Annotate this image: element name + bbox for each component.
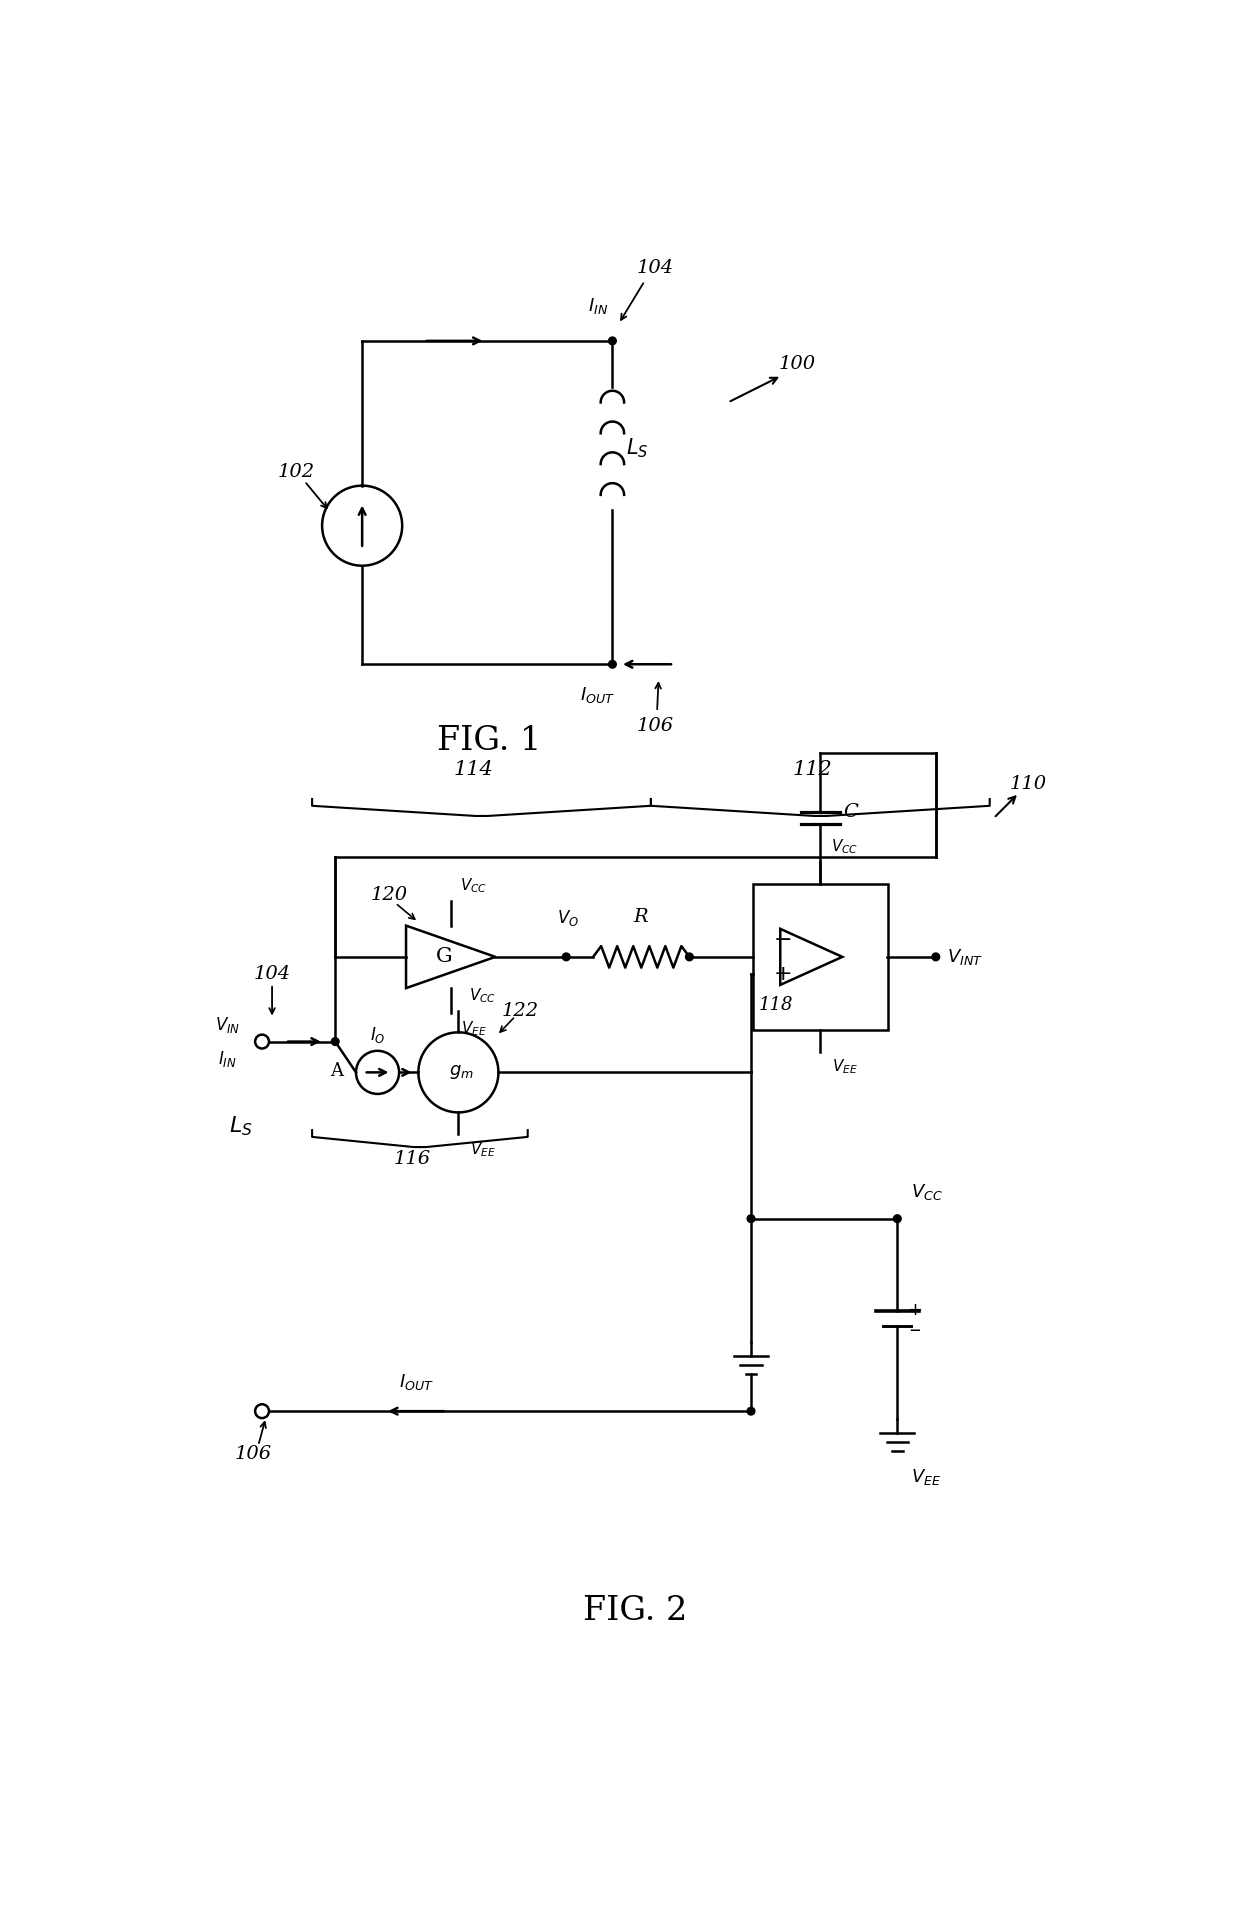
Text: $V_{EE}$: $V_{EE}$ [461, 1019, 487, 1038]
Text: A: A [330, 1061, 343, 1081]
Circle shape [609, 337, 616, 344]
Text: 114: 114 [454, 760, 494, 779]
Circle shape [748, 1408, 755, 1415]
Text: $I_{IN}$: $I_{IN}$ [218, 1048, 237, 1069]
Circle shape [331, 1038, 339, 1046]
Text: $V_{CC}$: $V_{CC}$ [470, 986, 497, 1004]
Circle shape [609, 660, 616, 667]
Circle shape [686, 954, 693, 962]
Text: $L_S$: $L_S$ [626, 437, 649, 460]
Text: 122: 122 [501, 1002, 538, 1019]
Text: 106: 106 [636, 717, 673, 735]
Text: $V_{EE}$: $V_{EE}$ [911, 1467, 941, 1486]
Text: 102: 102 [278, 463, 315, 481]
Text: $V_{IN}$: $V_{IN}$ [215, 1015, 241, 1035]
Text: $V_{CC}$: $V_{CC}$ [460, 877, 487, 894]
Circle shape [894, 1215, 900, 1221]
Text: $V_{CC}$: $V_{CC}$ [831, 837, 858, 856]
Text: $L_S$: $L_S$ [229, 1115, 253, 1138]
Circle shape [748, 1215, 755, 1223]
Circle shape [894, 1215, 901, 1223]
Text: +: + [774, 963, 792, 985]
Text: $V_{EE}$: $V_{EE}$ [832, 1058, 858, 1077]
Text: +: + [906, 1300, 921, 1319]
Text: −: − [909, 1323, 920, 1340]
Text: FIG. 1: FIG. 1 [436, 725, 542, 758]
Text: $I_{OUT}$: $I_{OUT}$ [579, 685, 615, 706]
Text: R: R [634, 908, 649, 927]
Text: $V_{INT}$: $V_{INT}$ [947, 946, 983, 967]
Text: 120: 120 [371, 887, 408, 904]
Text: −: − [774, 931, 792, 950]
Text: C: C [843, 804, 858, 821]
Text: G: G [436, 948, 453, 967]
Circle shape [563, 954, 570, 962]
Text: 106: 106 [234, 1444, 272, 1463]
Text: 118: 118 [759, 996, 792, 1013]
Text: $V_{EE}$: $V_{EE}$ [470, 1140, 496, 1160]
Text: 100: 100 [779, 356, 816, 373]
Text: $I_{IN}$: $I_{IN}$ [589, 296, 609, 315]
Text: $V_O$: $V_O$ [557, 908, 579, 927]
Text: 104: 104 [253, 965, 290, 983]
Text: 112: 112 [792, 760, 832, 779]
Text: 104: 104 [636, 260, 673, 277]
Text: $I_{OUT}$: $I_{OUT}$ [398, 1371, 434, 1392]
Text: $I_O$: $I_O$ [370, 1025, 386, 1046]
Text: FIG. 2: FIG. 2 [583, 1596, 688, 1627]
Circle shape [932, 954, 940, 962]
Text: 116: 116 [393, 1150, 430, 1167]
Text: 110: 110 [1009, 775, 1047, 792]
Text: $g_m$: $g_m$ [449, 1063, 474, 1081]
Text: $V_{CC}$: $V_{CC}$ [911, 1183, 944, 1202]
